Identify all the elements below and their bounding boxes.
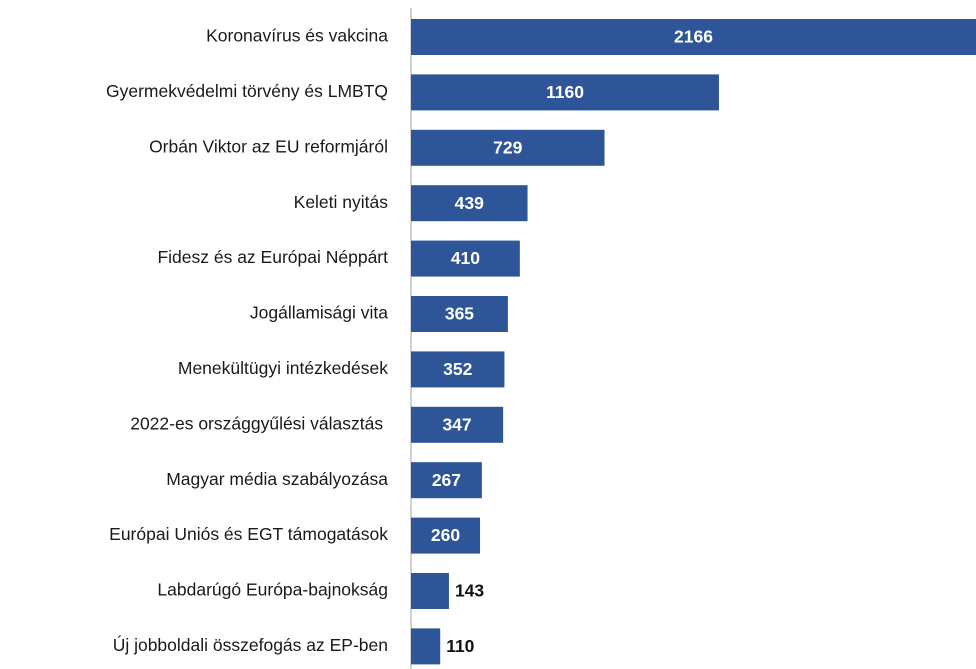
category-label: Magyar média szabályozása: [166, 469, 388, 489]
bar: [411, 74, 719, 111]
bar: [411, 517, 481, 554]
bar: [411, 406, 504, 443]
category-label: Új jobboldali összefogás az EP-ben: [113, 634, 388, 655]
value-label: 729: [493, 137, 522, 157]
value-label: 347: [442, 414, 471, 434]
category-label: 2022-es országgyűlési választás: [130, 413, 388, 433]
category-label: Keleti nyitás: [294, 192, 389, 212]
value-label: 410: [451, 248, 480, 268]
bar: [411, 351, 505, 388]
bar: [411, 462, 482, 499]
value-label: 1160: [546, 82, 584, 102]
bar: [411, 628, 441, 665]
bar: [411, 240, 520, 277]
category-label: Labdarúgó Európa-bajnokság: [157, 580, 388, 600]
bar: [411, 573, 449, 609]
value-label: 267: [432, 470, 461, 490]
category-label: Menekültügyi intézkedések: [178, 358, 388, 378]
category-label: Jogállamisági vita: [250, 303, 388, 323]
value-label: 143: [455, 581, 484, 601]
category-label: Orbán Viktor az EU reformjáról: [149, 136, 388, 156]
bar: [411, 185, 528, 222]
value-label: 110: [446, 636, 474, 656]
value-label: 2166: [674, 27, 713, 47]
category-label: Koronavírus és vakcina: [206, 26, 388, 46]
bar: [411, 296, 508, 332]
category-label: Fidesz és az Európai Néppárt: [157, 247, 388, 267]
category-label: Európai Uniós és EGT támogatások: [109, 524, 388, 544]
value-label: 352: [443, 359, 472, 379]
value-label: 439: [455, 193, 484, 213]
value-label: 260: [431, 525, 460, 545]
value-label: 365: [445, 304, 474, 324]
bar: [411, 19, 976, 55]
category-label: Gyermekvédelmi törvény és LMBTQ: [106, 81, 388, 101]
bar: [411, 129, 605, 166]
